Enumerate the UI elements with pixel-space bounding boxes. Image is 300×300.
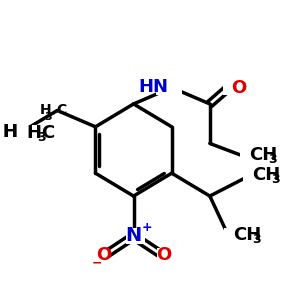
Text: H: H: [26, 124, 41, 142]
Text: O: O: [156, 246, 171, 264]
Text: C: C: [57, 103, 67, 117]
Text: CH: CH: [233, 226, 261, 244]
Text: N: N: [126, 226, 142, 245]
FancyBboxPatch shape: [126, 229, 145, 244]
Text: 3: 3: [268, 153, 277, 166]
FancyBboxPatch shape: [16, 125, 50, 141]
Text: +: +: [142, 221, 152, 234]
Text: O: O: [96, 246, 111, 264]
Text: CH: CH: [252, 166, 280, 184]
FancyBboxPatch shape: [1, 126, 26, 141]
Text: H: H: [2, 123, 17, 141]
Text: 3: 3: [44, 112, 52, 122]
Text: 3: 3: [271, 173, 279, 186]
Text: O: O: [232, 79, 247, 97]
Text: CH: CH: [249, 146, 277, 164]
FancyBboxPatch shape: [156, 80, 182, 95]
FancyBboxPatch shape: [224, 229, 250, 244]
FancyBboxPatch shape: [224, 80, 237, 95]
FancyBboxPatch shape: [94, 248, 109, 264]
Text: HN: HN: [138, 78, 168, 96]
Text: H: H: [40, 103, 52, 117]
Text: −: −: [91, 257, 102, 270]
FancyBboxPatch shape: [240, 149, 266, 164]
Text: 3: 3: [252, 233, 261, 246]
Text: 3: 3: [37, 131, 46, 144]
FancyBboxPatch shape: [243, 169, 269, 184]
Text: H: H: [2, 123, 17, 141]
Text: C: C: [41, 124, 55, 142]
FancyBboxPatch shape: [157, 248, 171, 264]
